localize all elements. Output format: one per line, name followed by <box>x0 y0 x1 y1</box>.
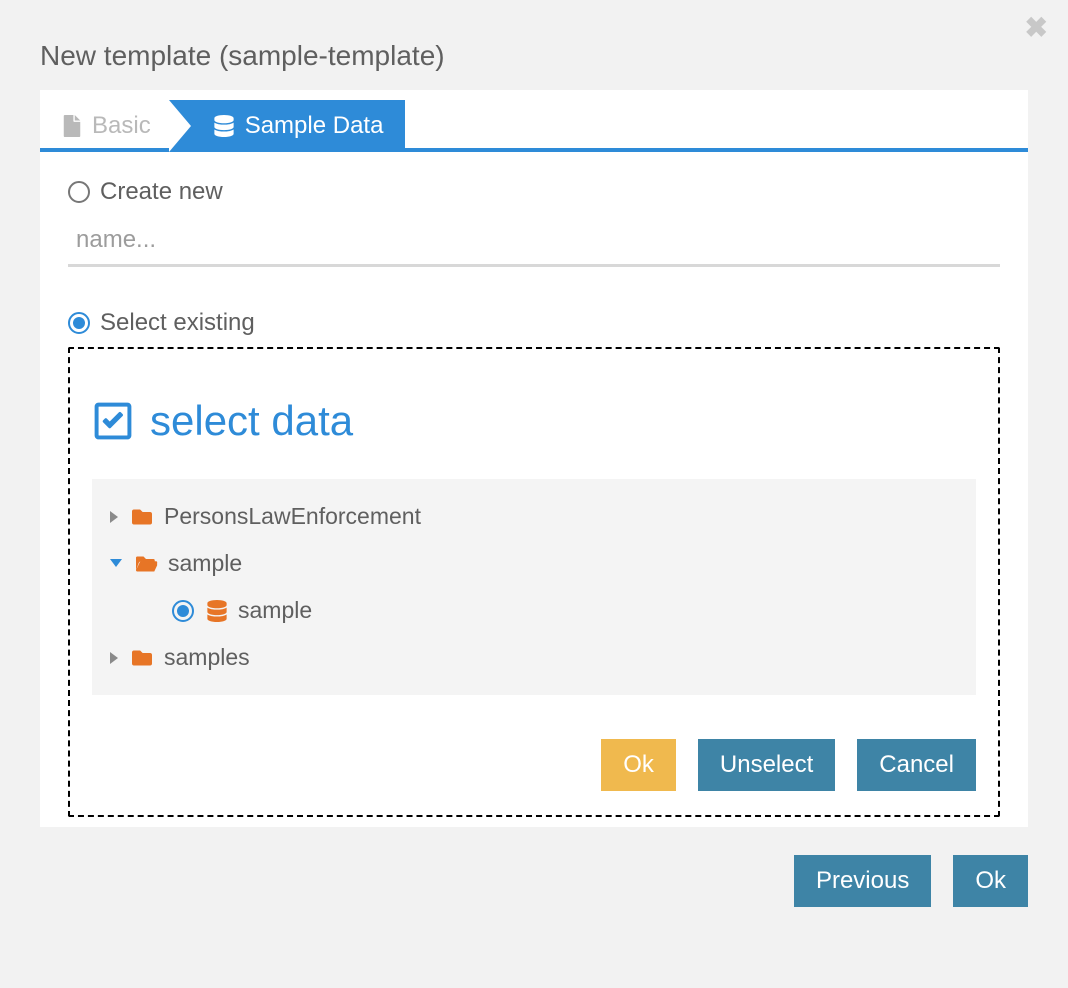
tree-folder-sample[interactable]: sample <box>102 540 966 587</box>
tree-label: PersonsLawEnforcement <box>164 503 421 530</box>
wizard-tabs: Basic Sample Data <box>40 90 1028 152</box>
create-new-label: Create new <box>100 178 223 206</box>
new-template-modal: ✖ New template (sample-template) Basic S… <box>0 0 1068 988</box>
tree-label: sample <box>168 550 242 577</box>
select-cancel-button[interactable]: Cancel <box>857 739 976 791</box>
tab-sample-data-label: Sample Data <box>245 112 384 140</box>
select-ok-button[interactable]: Ok <box>601 739 676 791</box>
file-icon <box>62 115 82 137</box>
unselect-button[interactable]: Unselect <box>698 739 835 791</box>
wizard-footer: Previous Ok <box>0 827 1068 907</box>
caret-right-icon <box>110 511 118 523</box>
folder-icon <box>130 648 154 668</box>
option-select-existing[interactable]: Select existing <box>68 309 1000 337</box>
close-icon[interactable]: ✖ <box>1025 14 1048 42</box>
name-input[interactable] <box>68 216 1000 267</box>
previous-button[interactable]: Previous <box>794 855 931 907</box>
check-square-icon <box>92 400 134 442</box>
select-data-title: select data <box>92 397 976 445</box>
tab-basic[interactable]: Basic <box>58 100 169 152</box>
tree-label: samples <box>164 644 250 671</box>
tree-item-sample[interactable]: sample <box>102 587 966 634</box>
radio-select-existing[interactable] <box>68 312 90 334</box>
select-existing-label: Select existing <box>100 309 255 337</box>
database-icon <box>213 115 235 137</box>
option-create-new[interactable]: Create new <box>68 178 1000 206</box>
data-tree: PersonsLawEnforcement sample <box>92 479 976 695</box>
caret-down-icon <box>110 559 122 567</box>
select-data-panel: select data PersonsLawEnforcement <box>68 347 1000 817</box>
tree-folder-personslawenforcement[interactable]: PersonsLawEnforcement <box>102 493 966 540</box>
folder-open-icon <box>134 554 158 574</box>
database-icon <box>206 600 228 622</box>
panel-body: Create new Select existing select data <box>40 152 1028 827</box>
tab-sample-data[interactable]: Sample Data <box>169 100 406 152</box>
modal-title: New template (sample-template) <box>0 0 1068 90</box>
caret-right-icon <box>110 652 118 664</box>
radio-create-new[interactable] <box>68 181 90 203</box>
select-panel-buttons: Ok Unselect Cancel <box>92 739 976 791</box>
folder-icon <box>130 507 154 527</box>
tree-folder-samples[interactable]: samples <box>102 634 966 681</box>
wizard-panel: Basic Sample Data Create new Select exis… <box>40 90 1028 827</box>
radio-tree-sample[interactable] <box>172 600 194 622</box>
select-data-title-text: select data <box>150 397 353 445</box>
ok-button[interactable]: Ok <box>953 855 1028 907</box>
tab-basic-label: Basic <box>92 112 151 140</box>
tree-label: sample <box>238 597 312 624</box>
